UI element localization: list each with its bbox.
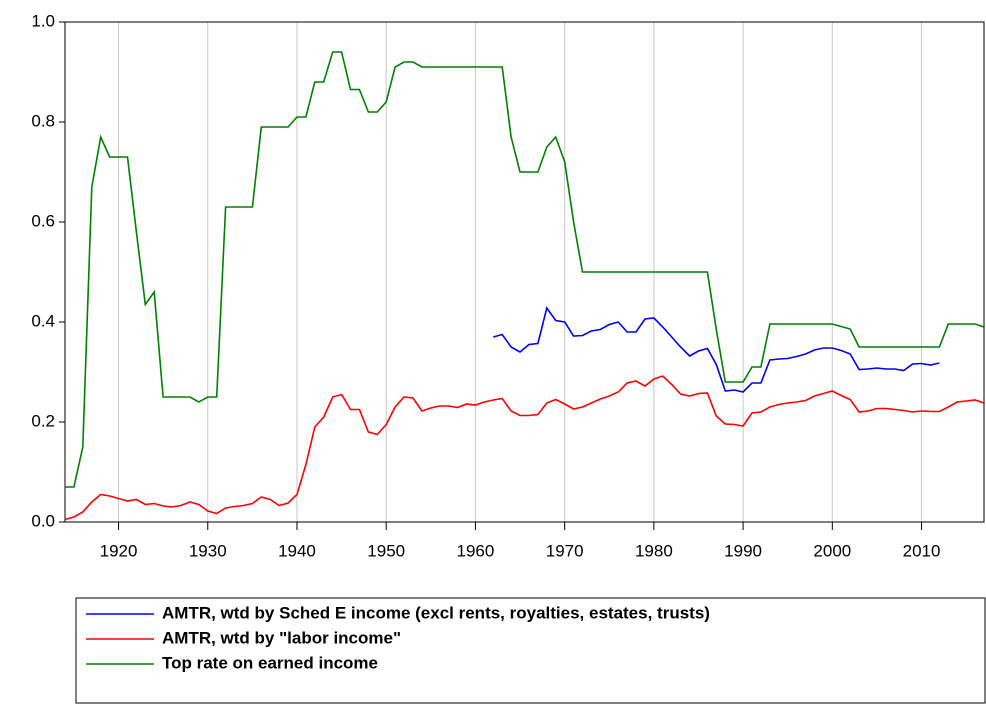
y-tick-label: 0.4 bbox=[31, 311, 55, 330]
legend-label: AMTR, wtd by "labor income" bbox=[162, 628, 401, 647]
x-tick-label: 1970 bbox=[546, 541, 584, 560]
x-tick-label: 1930 bbox=[189, 541, 227, 560]
y-tick-label: 0.2 bbox=[31, 411, 55, 430]
x-tick-label: 2010 bbox=[903, 541, 941, 560]
y-tick-label: 0.6 bbox=[31, 211, 55, 230]
series-line bbox=[493, 306, 940, 393]
series-line bbox=[65, 51, 985, 488]
x-tick-label: 1990 bbox=[724, 541, 762, 560]
x-tick-label: 1980 bbox=[635, 541, 673, 560]
series-line bbox=[64, 375, 985, 521]
x-tick-label: 1920 bbox=[100, 541, 138, 560]
y-tick-label: 1.0 bbox=[31, 11, 55, 30]
x-tick-label: 1960 bbox=[457, 541, 495, 560]
legend-label: Top rate on earned income bbox=[162, 653, 378, 672]
x-tick-label: 2000 bbox=[813, 541, 851, 560]
y-tick-label: 0.0 bbox=[31, 511, 55, 530]
legend-label: AMTR, wtd by Sched E income (excl rents,… bbox=[162, 603, 710, 622]
plot-frame bbox=[64, 21, 985, 523]
y-tick-label: 0.8 bbox=[31, 111, 55, 130]
legend-box bbox=[75, 597, 986, 704]
x-tick-label: 1940 bbox=[278, 541, 316, 560]
x-tick-label: 1950 bbox=[367, 541, 405, 560]
